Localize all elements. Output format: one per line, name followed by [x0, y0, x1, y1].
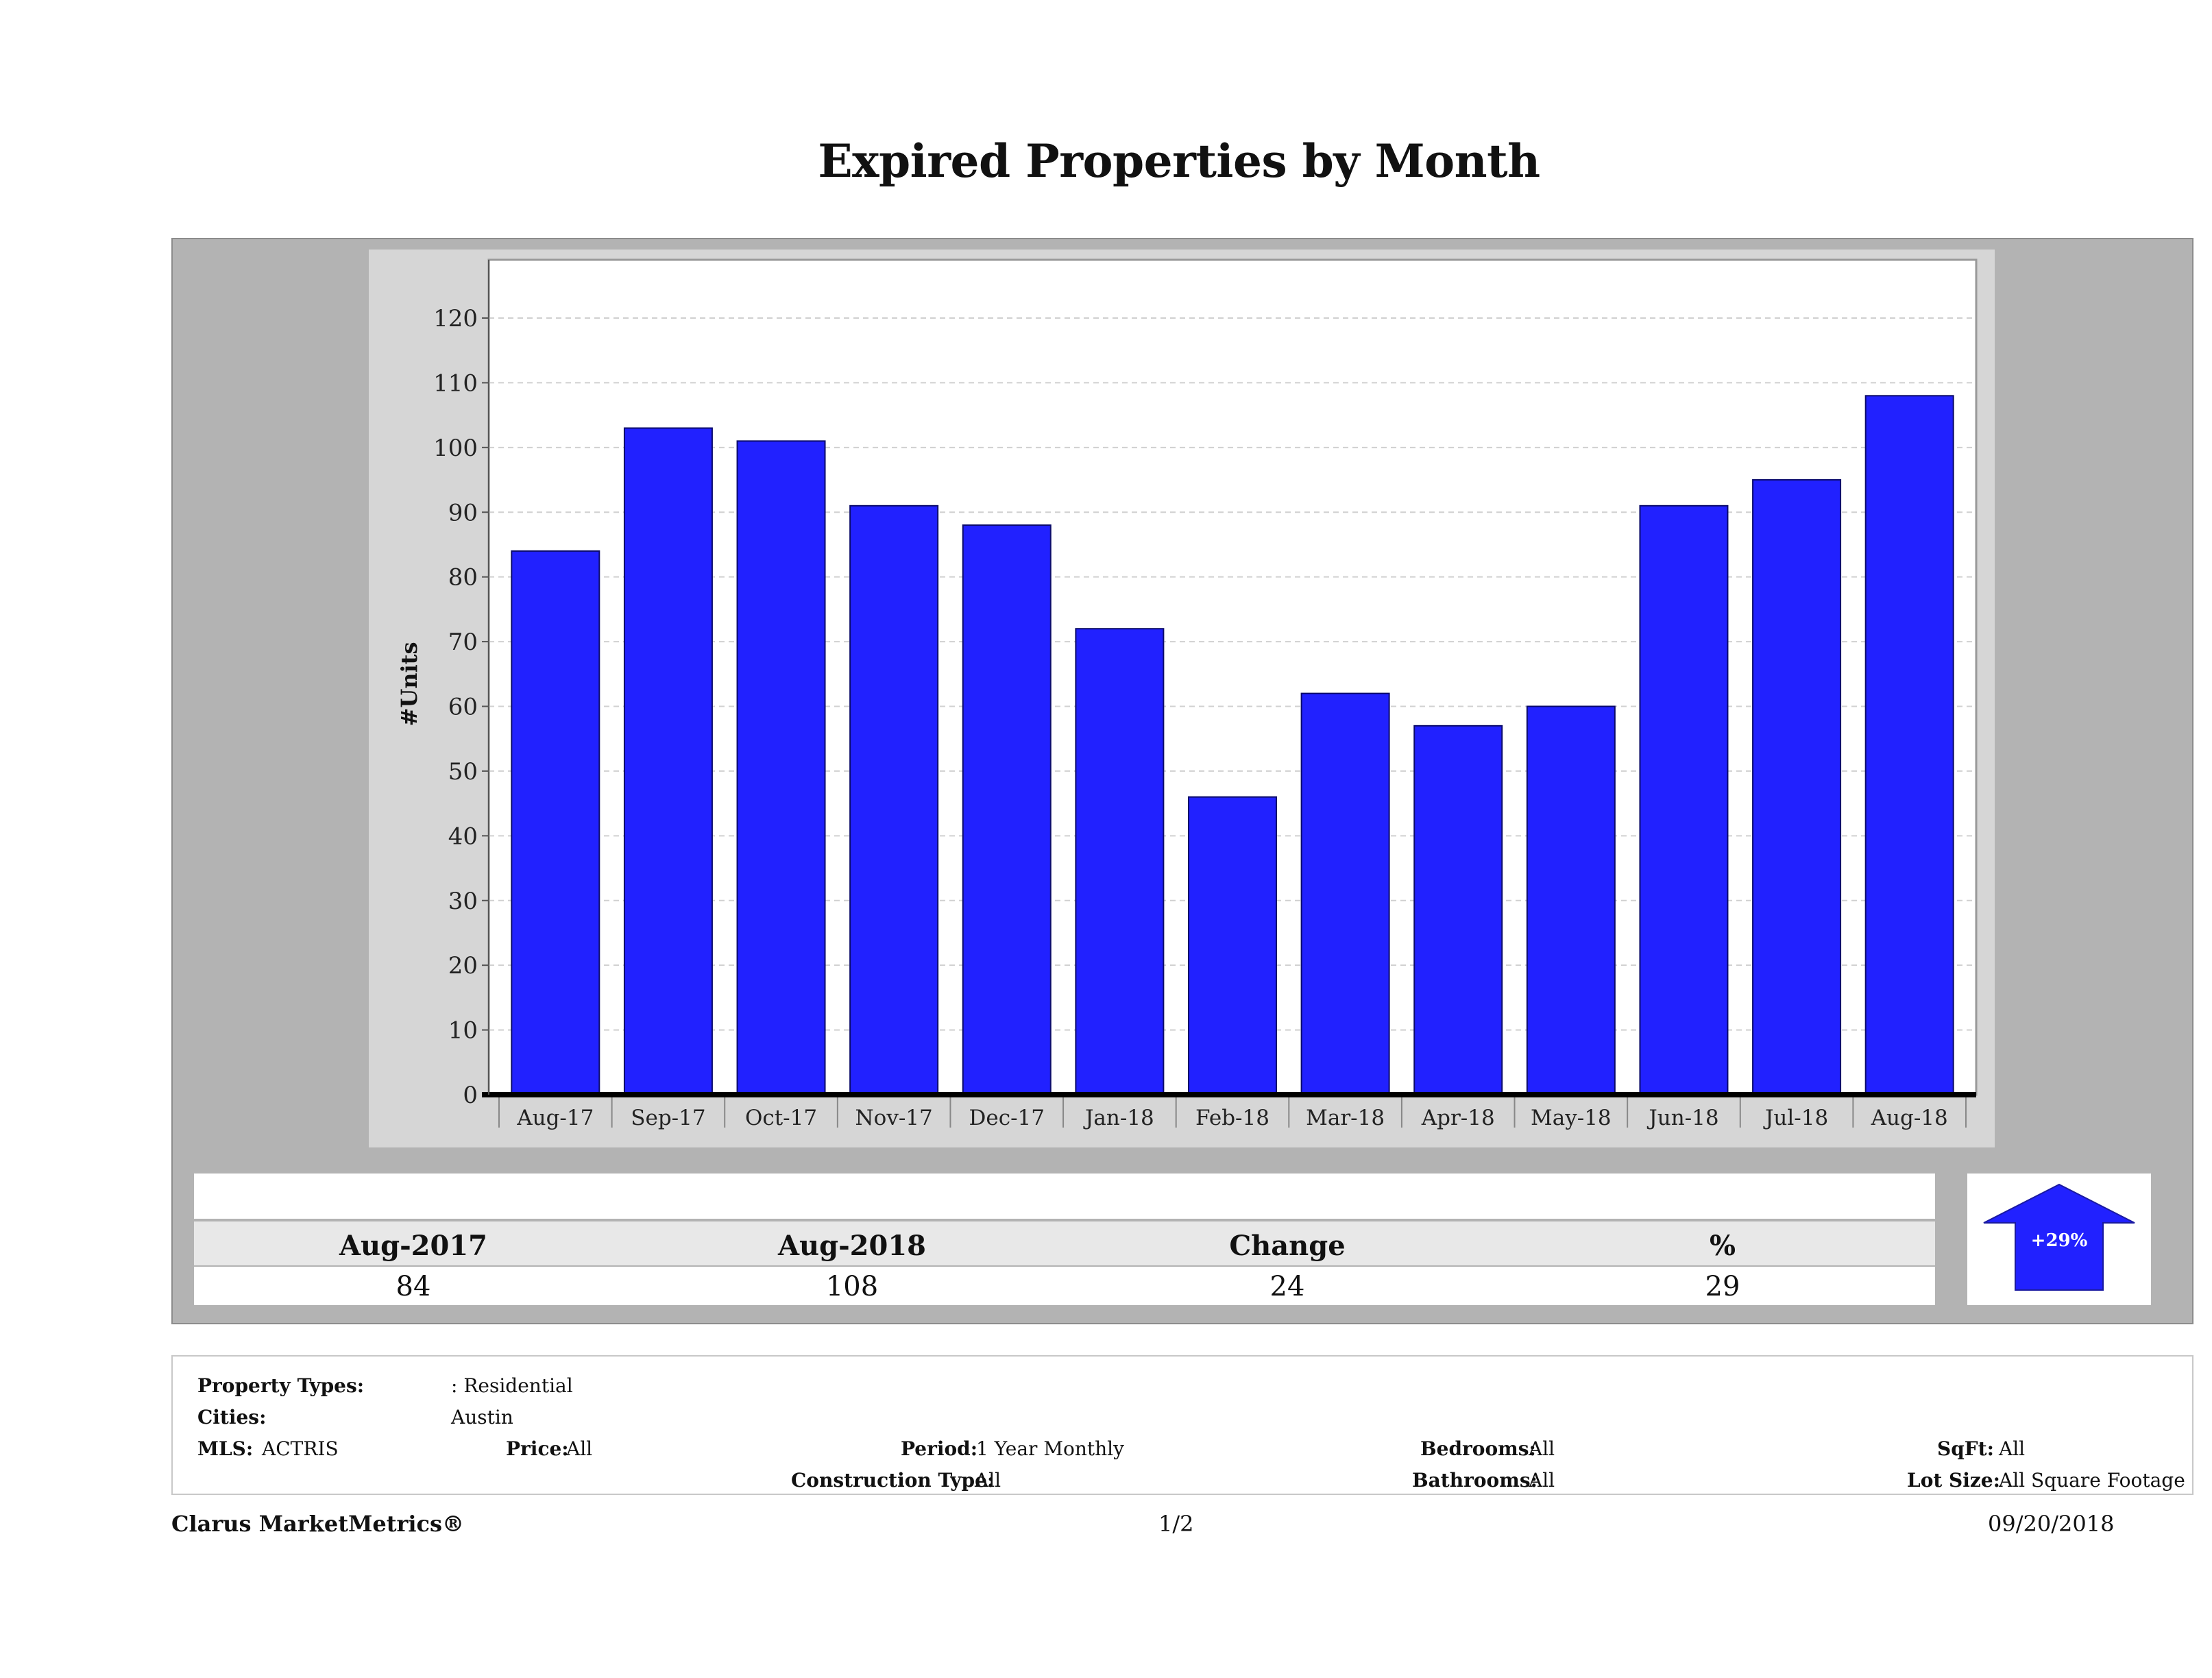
x-tick-label: Apr-18 [1421, 1106, 1495, 1130]
x-tick-label: Feb-18 [1195, 1106, 1269, 1130]
y-tick-label: 80 [448, 564, 478, 592]
change-indicator-label: +29% [2031, 1230, 2088, 1251]
bar [736, 440, 826, 1095]
summary-header-percent: % [1709, 1230, 1736, 1262]
summary-blank-row [194, 1174, 1935, 1219]
summary-table: Aug-2017 Aug-2018 Change % 84 108 24 29 [194, 1174, 1935, 1305]
x-tick-label: Jul-18 [1763, 1106, 1828, 1130]
y-tick-label: 70 [448, 629, 478, 656]
x-tick-label: Aug-18 [1871, 1106, 1948, 1130]
y-tick-label: 50 [448, 758, 478, 786]
y-tick-label: 30 [448, 888, 478, 915]
x-tick-label: Dec-17 [969, 1106, 1045, 1130]
price-label: Price: [506, 1437, 569, 1460]
cities-value: Austin [451, 1406, 513, 1428]
bar [1075, 628, 1165, 1095]
bathrooms-label: Bathrooms: [1412, 1469, 1538, 1492]
footer-date: 09/20/2018 [1988, 1511, 2115, 1537]
summary-value-aug-2018: 108 [825, 1271, 879, 1302]
mls-label: MLS: [197, 1437, 254, 1460]
bedrooms-value: All [1529, 1437, 1555, 1460]
sqft-label: SqFt: [1937, 1437, 1994, 1460]
bar [1752, 479, 1842, 1095]
y-tick-label: 120 [433, 305, 478, 332]
x-tick-label: May-18 [1531, 1106, 1612, 1130]
lot-size-value: All Square Footage [1999, 1469, 2185, 1492]
x-tick-label: Aug-17 [516, 1106, 594, 1130]
x-tick-label: Nov-17 [855, 1106, 933, 1130]
bar [1300, 692, 1390, 1095]
bar [1413, 725, 1503, 1095]
bar [1864, 395, 1954, 1096]
bathrooms-value: All [1529, 1469, 1555, 1492]
chart-frame: 0 10 20 30 40 50 60 70 80 90 100 110 120 #Units Aug-17… [369, 250, 1995, 1147]
bar-chart: 0 10 20 30 40 50 60 70 80 90 100 110 120 #Units Aug-17… [396, 258, 1978, 1130]
y-tick-label: 100 [433, 435, 478, 462]
summary-header-row: Aug-2017 Aug-2018 Change % [194, 1221, 1935, 1265]
lot-size-label: Lot Size: [1907, 1469, 2000, 1492]
x-tick-label: Sep-17 [631, 1106, 705, 1130]
up-arrow-icon [1983, 1183, 2135, 1291]
period-value: 1 Year Monthly [976, 1437, 1124, 1460]
bar [1526, 705, 1616, 1095]
construction-type-value: All [975, 1469, 1001, 1492]
bar [1639, 504, 1729, 1095]
x-tick-label: Oct-17 [745, 1106, 817, 1130]
summary-value-change: 24 [1269, 1271, 1305, 1302]
summary-value-aug-2017: 84 [396, 1271, 431, 1302]
filter-panel: Property Types: : Residential Cities: Au… [171, 1355, 2193, 1495]
x-tick-label: Mar-18 [1306, 1106, 1385, 1130]
property-types-label: Property Types: [197, 1374, 365, 1397]
summary-header-aug-2017: Aug-2017 [339, 1230, 487, 1262]
summary-value-percent: 29 [1705, 1271, 1740, 1302]
y-tick-label: 60 [448, 694, 478, 721]
footer-page-number: 1/2 [1158, 1511, 1194, 1537]
bar [849, 504, 939, 1095]
price-value: All [566, 1437, 593, 1460]
bar [1188, 796, 1277, 1096]
cities-label: Cities: [197, 1406, 267, 1428]
y-tick-label: 10 [448, 1017, 478, 1045]
change-indicator: +29% [1967, 1174, 2151, 1305]
bar [511, 550, 600, 1095]
y-tick-label: 0 [463, 1082, 478, 1109]
property-types-value: : Residential [451, 1374, 573, 1397]
y-tick-label: 110 [433, 369, 478, 397]
x-tick-label: Jan-18 [1083, 1106, 1154, 1130]
footer-brand: Clarus MarketMetrics® [171, 1511, 465, 1537]
summary-header-aug-2018: Aug-2018 [777, 1230, 926, 1262]
y-axis-label: #Units [396, 642, 422, 727]
y-tick-label: 90 [448, 499, 478, 526]
y-tick-label: 40 [448, 823, 478, 850]
sqft-value: All [1999, 1437, 2026, 1460]
bedrooms-label: Bedrooms: [1420, 1437, 1536, 1460]
construction-type-label: Construction Type: [791, 1469, 995, 1492]
period-label: Period: [901, 1437, 978, 1460]
mls-value: ACTRIS [262, 1437, 339, 1460]
summary-header-change: Change [1229, 1230, 1346, 1262]
x-tick-label: Jun-18 [1646, 1106, 1718, 1130]
summary-value-row: 84 108 24 29 [194, 1267, 1935, 1305]
bar [962, 524, 1052, 1095]
bar [623, 427, 713, 1095]
page-title: Expired Properties by Month [818, 134, 1540, 188]
y-tick-label: 20 [448, 952, 478, 980]
